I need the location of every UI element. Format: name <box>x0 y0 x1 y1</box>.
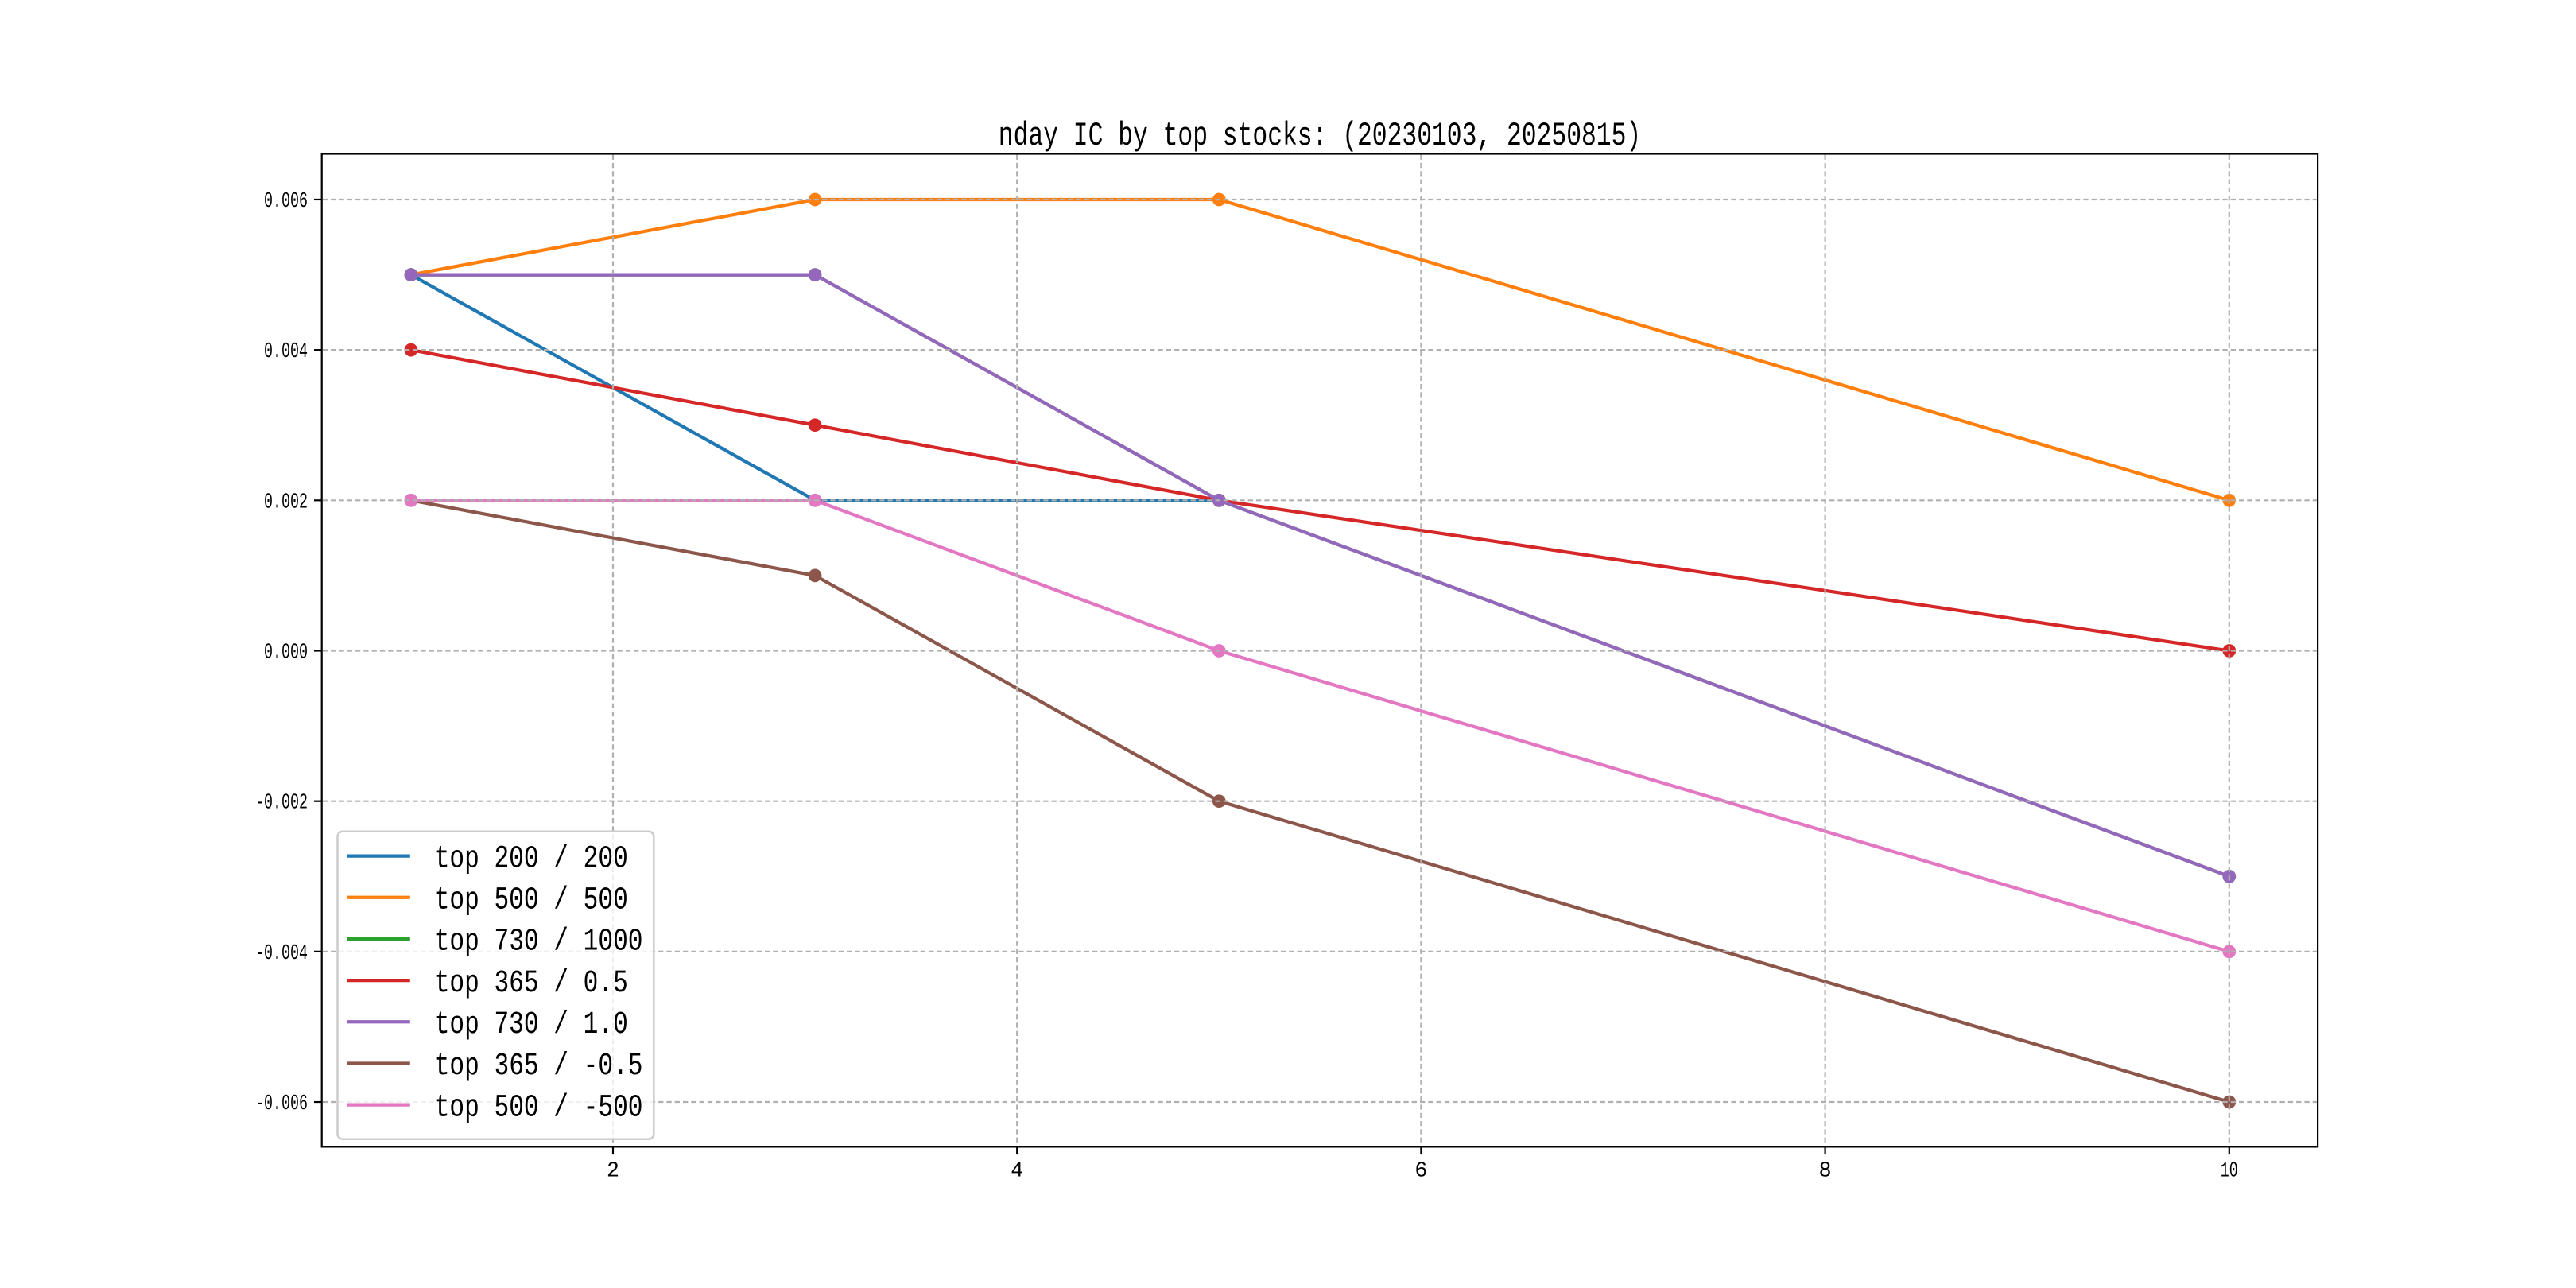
svg-text:-0.002: -0.002 <box>255 791 308 815</box>
svg-text:-0.004: -0.004 <box>255 941 308 965</box>
svg-text:6: 6 <box>1414 1159 1427 1183</box>
svg-text:nday IC by top stocks: (202301: nday IC by top stocks: (20230103, 202508… <box>999 118 1641 155</box>
svg-text:0.000: 0.000 <box>264 641 308 665</box>
svg-text:0.002: 0.002 <box>264 490 308 514</box>
svg-text:-0.006: -0.006 <box>255 1092 308 1115</box>
svg-text:2: 2 <box>607 1159 619 1183</box>
svg-text:0.004: 0.004 <box>264 339 308 363</box>
svg-text:10: 10 <box>2221 1159 2238 1183</box>
svg-text:top 365 / 0.5: top 365 / 0.5 <box>435 966 628 1002</box>
svg-text:4: 4 <box>1011 1159 1023 1183</box>
svg-text:top 730 / 1.0: top 730 / 1.0 <box>435 1007 628 1043</box>
svg-text:8: 8 <box>1819 1159 1832 1183</box>
svg-text:top 200 / 200: top 200 / 200 <box>435 841 628 877</box>
svg-text:top 365 / -0.5: top 365 / -0.5 <box>435 1049 643 1084</box>
svg-text:top 500 / 500: top 500 / 500 <box>435 883 628 919</box>
svg-text:top 500 / -500: top 500 / -500 <box>435 1090 643 1126</box>
svg-text:0.006: 0.006 <box>264 189 308 213</box>
svg-text:top 730 / 1000: top 730 / 1000 <box>435 925 643 960</box>
